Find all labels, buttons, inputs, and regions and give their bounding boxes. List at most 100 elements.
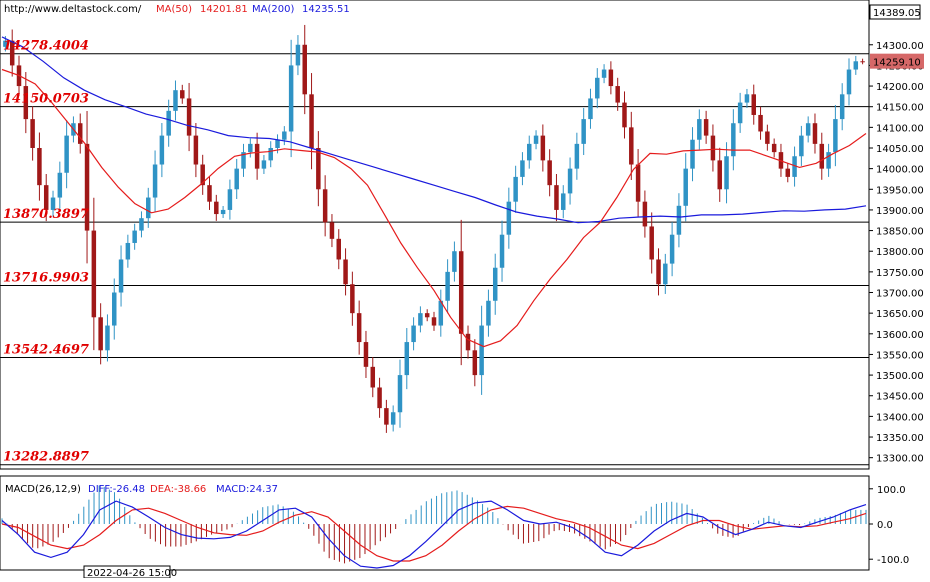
level-label: 13716.9903: [3, 270, 89, 285]
candle-body: [669, 234, 675, 264]
candle-body: [418, 313, 423, 326]
candle-body: [316, 147, 321, 190]
macd-dea-line: [1, 505, 867, 562]
candle-body: [758, 114, 763, 132]
candle-body: [322, 189, 328, 223]
ma50-line: [1, 68, 867, 348]
level-label: 13870.3897: [3, 207, 89, 222]
candle-body: [472, 350, 478, 376]
candle-body: [282, 131, 287, 140]
candle-body: [839, 94, 845, 120]
candle-body: [554, 185, 559, 210]
candle-body: [445, 271, 450, 301]
candle-body: [683, 168, 688, 206]
candle-body: [424, 313, 430, 318]
candle-body: [663, 263, 668, 285]
candle-body: [132, 230, 137, 243]
price-tick-label: 13400.00: [876, 412, 924, 423]
candle-body: [533, 135, 539, 144]
candle-body: [540, 135, 546, 161]
candle-body: [30, 119, 35, 148]
candle-body: [241, 152, 246, 169]
level-label: 13542.4697: [3, 343, 89, 358]
price-axis: 14300.0014250.0014200.0014150.0014100.00…: [869, 41, 924, 465]
candle-body: [547, 160, 552, 186]
candle-body: [588, 98, 593, 120]
candle-body: [64, 135, 69, 173]
candle-body: [581, 119, 586, 144]
candle-body: [57, 172, 63, 198]
candle-body: [690, 139, 695, 169]
level-lines: [0, 53, 869, 466]
candle-body: [105, 325, 110, 351]
candle-body: [77, 123, 83, 144]
candle-body: [513, 176, 518, 202]
candle-body: [207, 185, 212, 202]
candle-body: [846, 69, 852, 95]
price-tick-label: 13550.00: [876, 350, 924, 361]
macd-diff-line: [1, 500, 867, 569]
candle-body: [765, 131, 770, 144]
candle-body: [703, 119, 709, 136]
candle-body: [438, 300, 444, 326]
price-tick-label: 13600.00: [876, 330, 924, 341]
candle-body: [295, 44, 301, 66]
candle-body: [567, 168, 573, 194]
level-label: 14278.4004: [3, 39, 89, 54]
candle-body: [805, 123, 811, 136]
candle-body: [356, 313, 362, 343]
candle-body: [377, 387, 382, 409]
candle-body: [404, 342, 410, 376]
candle-body: [608, 69, 614, 87]
candle-body: [486, 300, 491, 326]
candle-body: [125, 242, 131, 260]
candle-body: [159, 135, 165, 165]
candle-body: [431, 317, 437, 326]
macd-diff-label: DIFF:-26.48: [88, 484, 145, 495]
top-price-box: [869, 4, 921, 20]
candle-body: [309, 94, 314, 148]
candle-body: [227, 189, 233, 210]
candle-body: [724, 156, 729, 190]
candle-body: [220, 209, 226, 215]
candle-body: [744, 94, 750, 103]
candle-body: [200, 164, 205, 186]
candle-body: [635, 164, 641, 202]
top-price-label: 14389.05: [873, 8, 921, 19]
time-label: 2022-04-26 15:00: [87, 568, 177, 578]
candle-body: [792, 156, 797, 177]
candle-body: [479, 325, 484, 376]
price-tick-label: 14050.00: [876, 144, 924, 155]
candle-body: [193, 135, 199, 165]
candle-body: [595, 77, 600, 99]
candle-body: [697, 119, 702, 140]
macd-value-label: MACD:24.37: [216, 484, 278, 495]
candle-body: [526, 143, 532, 161]
ma200-label: MA(200): [252, 4, 294, 15]
candle-body: [275, 139, 280, 148]
candle-body: [520, 160, 525, 177]
price-tick-label: 13300.00: [876, 454, 924, 465]
current-price-box: [870, 53, 924, 69]
candle-body: [853, 61, 859, 70]
candle-body: [50, 197, 56, 210]
candle-body: [268, 147, 273, 161]
candle-body: [139, 218, 144, 231]
candle-body: [833, 119, 838, 153]
candle-body: [214, 201, 219, 215]
price-tick-label: 13850.00: [876, 227, 924, 238]
candle-body: [180, 90, 185, 99]
price-tick-label: 14150.00: [876, 103, 924, 114]
candle-body: [329, 222, 335, 239]
macd-axis: 100.0 0.0 -100.0: [869, 485, 909, 566]
ma50-value: 14201.81: [200, 4, 248, 15]
candle-body: [23, 86, 29, 120]
macd-title: MACD(26,12,9): [5, 484, 81, 495]
candle-body: [84, 143, 90, 231]
candle-body: [771, 143, 777, 153]
current-price-label: 14259.10: [873, 58, 921, 69]
candle-body: [860, 61, 865, 63]
candle-body: [234, 168, 239, 190]
candle-body: [397, 375, 403, 413]
candle-body: [561, 193, 566, 210]
